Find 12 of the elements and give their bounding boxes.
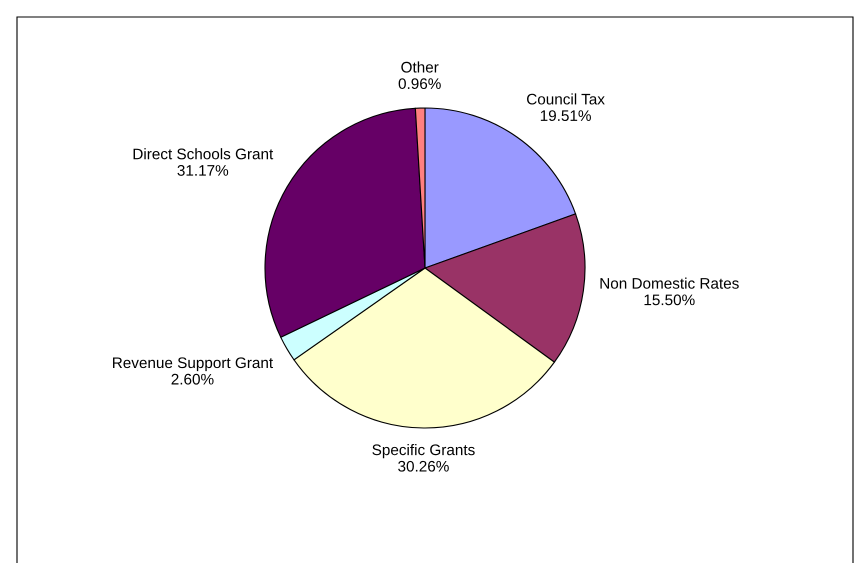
slice-label: Revenue Support Grant xyxy=(113,357,274,372)
slice-label: Council Tax xyxy=(527,93,605,105)
data-label: 30.26% xyxy=(398,460,449,472)
slice-label: Non Domestic Rates xyxy=(600,278,739,289)
data-label: 31.17% xyxy=(177,165,228,176)
data-label: 15.50% xyxy=(644,294,695,306)
data-label: 0.96% xyxy=(398,78,441,90)
slice-label: Specific Grants xyxy=(372,444,475,458)
slice-label: Direct Schools Grant xyxy=(134,148,274,160)
data-label: 2.60% xyxy=(172,374,214,385)
data-label: 19.51% xyxy=(540,110,591,122)
slice-label: Other xyxy=(401,61,439,73)
